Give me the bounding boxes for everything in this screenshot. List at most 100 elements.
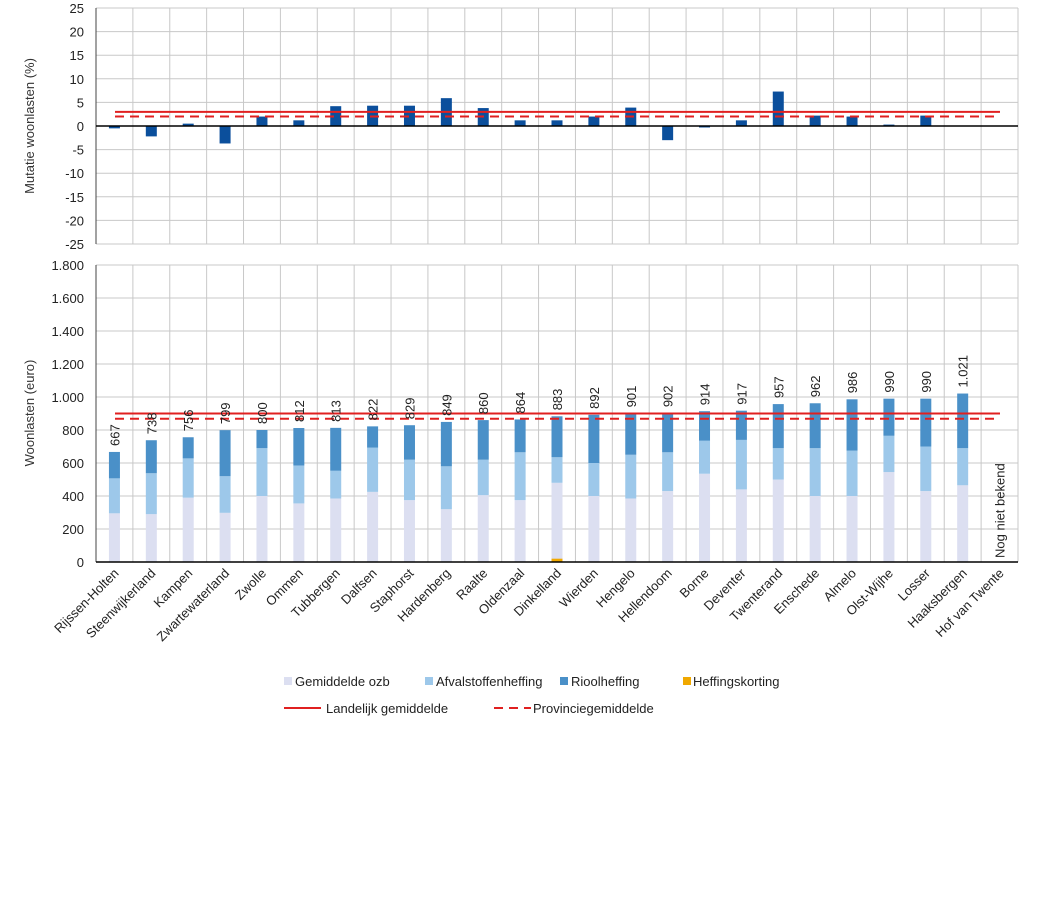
mutatie-bar <box>772 91 784 126</box>
ozb-segment <box>514 500 526 562</box>
legend-label-korting: Heffingskorting <box>693 674 779 689</box>
afval-segment <box>809 448 821 496</box>
mutatie-bar <box>588 116 600 126</box>
total-label: 901 <box>624 386 639 408</box>
ozb-segment <box>551 482 563 562</box>
afval-segment <box>551 457 563 483</box>
total-label: 822 <box>366 399 381 421</box>
total-label: 812 <box>292 400 307 422</box>
riool-segment <box>256 430 268 449</box>
ozb-segment <box>772 479 784 562</box>
afval-segment <box>145 473 157 515</box>
bottom-ytick-label: 1.800 <box>51 258 84 273</box>
total-label: Nog niet bekend <box>993 463 1008 558</box>
bottom-ytick-label: 400 <box>62 489 84 504</box>
total-label: 667 <box>107 424 122 446</box>
top-ytick-label: 10 <box>70 72 84 87</box>
total-label: 986 <box>845 372 860 394</box>
top-ytick-label: -25 <box>65 237 84 252</box>
legend: Gemiddelde ozb Afvalstoffenheffing Riool… <box>284 674 779 716</box>
afval-segment <box>403 459 415 501</box>
total-label: 860 <box>476 392 491 414</box>
ozb-segment <box>145 514 157 562</box>
total-label: 849 <box>439 394 454 416</box>
top-ytick-label: 20 <box>70 25 84 40</box>
riool-segment <box>809 403 821 449</box>
riool-segment <box>699 411 711 441</box>
mutatie-bar <box>403 105 415 126</box>
afval-segment <box>514 452 526 501</box>
bottom-ytick-label: 1.400 <box>51 324 84 339</box>
bottom-ytick-label: 1.600 <box>51 291 84 306</box>
bottom-ytick-label: 600 <box>62 456 84 471</box>
riool-segment <box>293 428 305 466</box>
total-label: 813 <box>329 400 344 422</box>
afval-segment <box>108 478 120 514</box>
riool-segment <box>440 421 452 467</box>
riool-segment <box>145 440 157 474</box>
top-ytick-label: 5 <box>77 95 84 110</box>
riool-segment <box>662 413 674 453</box>
total-label: 902 <box>661 385 676 407</box>
riool-segment <box>108 451 120 479</box>
total-label: 962 <box>808 376 823 398</box>
total-label: 738 <box>144 413 159 435</box>
total-label: 914 <box>698 383 713 405</box>
riool-segment <box>219 430 231 477</box>
riool-segment <box>625 413 637 455</box>
afval-segment <box>588 463 600 496</box>
ozb-segment <box>477 495 489 562</box>
mutatie-bar <box>809 115 821 126</box>
mutatie-bar <box>108 126 120 129</box>
mutatie-bar <box>293 120 305 126</box>
ozb-segment <box>403 500 415 562</box>
ozb-segment <box>219 512 231 562</box>
riool-segment <box>883 398 895 436</box>
mutatie-bar <box>846 116 858 126</box>
ozb-segment <box>809 496 821 562</box>
top-ytick-label: -10 <box>65 166 84 181</box>
total-label: 864 <box>513 392 528 414</box>
korting-segment <box>551 558 563 562</box>
mutatie-bar <box>330 106 342 126</box>
bottom-ytick-label: 1.000 <box>51 390 84 405</box>
mutatie-bar <box>145 126 157 137</box>
legend-swatch-riool <box>560 677 568 685</box>
total-label: 990 <box>882 371 897 393</box>
ozb-segment <box>920 491 932 562</box>
legend-label-provincie: Provinciegemiddelde <box>533 701 654 716</box>
mutatie-bar <box>219 126 231 144</box>
ozb-segment <box>256 496 268 562</box>
riool-segment <box>957 393 969 449</box>
ozb-segment <box>957 485 969 562</box>
afval-segment <box>477 459 489 496</box>
ozb-segment <box>588 496 600 562</box>
total-label: 756 <box>181 410 196 432</box>
total-label: 1.021 <box>956 355 971 388</box>
afval-segment <box>182 458 194 498</box>
riool-segment <box>477 420 489 460</box>
afval-segment <box>293 465 305 504</box>
mutatie-bar <box>514 120 526 126</box>
mutatie-bar <box>920 115 932 126</box>
afval-segment <box>920 446 932 492</box>
riool-segment <box>330 427 342 471</box>
category-label: Wierden <box>556 566 601 611</box>
top-ytick-label: -15 <box>65 190 84 205</box>
afval-segment <box>256 448 268 496</box>
total-label: 990 <box>919 371 934 393</box>
ozb-segment <box>108 513 120 562</box>
category-label: Rijssen-Holten <box>51 566 121 636</box>
top-ytick-label: -5 <box>72 143 84 158</box>
ozb-segment <box>662 491 674 562</box>
legend-label-riool: Rioolheffing <box>571 674 639 689</box>
bottom-ytick-label: 800 <box>62 423 84 438</box>
legend-label-afval: Afvalstoffenheffing <box>436 674 543 689</box>
bottom-ytick-label: 200 <box>62 522 84 537</box>
afval-segment <box>957 448 969 486</box>
afval-segment <box>625 454 637 499</box>
legend-swatch-afval <box>425 677 433 685</box>
mutatie-bar <box>256 116 268 126</box>
riool-segment <box>182 437 194 459</box>
afval-segment <box>219 476 231 513</box>
